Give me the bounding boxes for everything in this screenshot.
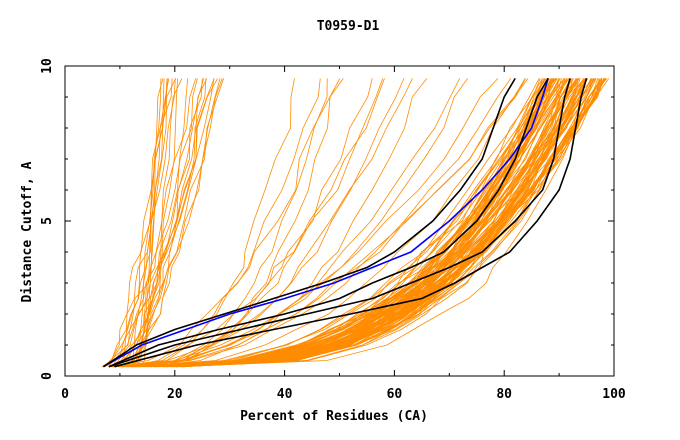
x-tick-label: 100 — [602, 387, 626, 402]
series-line-steep — [104, 78, 197, 367]
series-line-middle — [109, 78, 341, 368]
series-line-dense — [172, 78, 560, 368]
series-line-dense — [115, 78, 558, 368]
highlight-series-line — [102, 77, 516, 368]
series-line-middle — [134, 78, 529, 368]
series-line-steep — [108, 78, 168, 367]
x-tick-label: 40 — [277, 387, 293, 402]
series-line-dense — [176, 78, 551, 368]
series-line-dense — [136, 78, 540, 368]
x-tick-label: 20 — [167, 387, 183, 402]
y-tick-label: 0 — [40, 372, 55, 380]
series-line-middle — [152, 78, 344, 368]
series-line-steep — [114, 78, 203, 368]
series-line-steep — [111, 78, 176, 368]
series-line-middle — [148, 78, 428, 368]
series-line-steep — [137, 78, 183, 367]
series-line-steep — [130, 78, 178, 368]
series-line-middle — [128, 78, 321, 368]
x-axis: 0 20 40 60 80 100 — [61, 66, 626, 402]
series-line-middle — [138, 78, 328, 368]
series-line-steep — [122, 78, 208, 367]
series-line-steep — [127, 78, 221, 368]
series-line-middle — [136, 78, 384, 368]
y-tick-label: 10 — [40, 58, 55, 74]
highlight-series-line — [108, 78, 571, 368]
series-line-middle — [136, 78, 373, 368]
series-line-steep — [131, 78, 165, 367]
series-line-dense — [175, 78, 603, 368]
series-line-middle — [112, 78, 499, 368]
series-line-middle — [124, 78, 512, 368]
y-tick-label: 5 — [40, 217, 55, 225]
series-line-dense — [183, 78, 602, 368]
highlight-series-line — [103, 78, 549, 368]
series-line-dense — [131, 78, 566, 368]
chart-title: T0959-D1 — [317, 19, 380, 34]
x-tick-label: 0 — [61, 387, 69, 402]
highlighted-series-group — [102, 77, 588, 368]
highlight-series-line — [114, 78, 588, 368]
series-line-middle — [113, 78, 526, 368]
series-line-middle — [119, 78, 461, 368]
x-tick-label: 80 — [496, 387, 512, 402]
series-line-dense — [121, 78, 554, 368]
series-line-dense — [124, 78, 541, 368]
series-line-dense — [141, 78, 568, 368]
series-line-steep — [111, 78, 170, 368]
series-line-dense — [119, 78, 602, 368]
x-tick-label: 60 — [387, 387, 403, 402]
background-series-group — [101, 78, 610, 368]
series-line-dense — [150, 78, 557, 368]
y-axis: 0 5 10 — [40, 58, 614, 380]
series-line-steep — [124, 78, 205, 368]
x-axis-label: Percent of Residues (CA) — [240, 409, 428, 424]
series-line-steep — [126, 78, 162, 367]
series-line-steep — [133, 78, 164, 367]
series-line-steep — [125, 78, 223, 368]
y-axis-label: Distance Cutoff, A — [20, 161, 35, 302]
highlight-series-line — [108, 77, 549, 368]
series-line-steep — [115, 78, 224, 368]
series-line-steep — [107, 78, 198, 367]
series-line-dense — [155, 78, 554, 368]
